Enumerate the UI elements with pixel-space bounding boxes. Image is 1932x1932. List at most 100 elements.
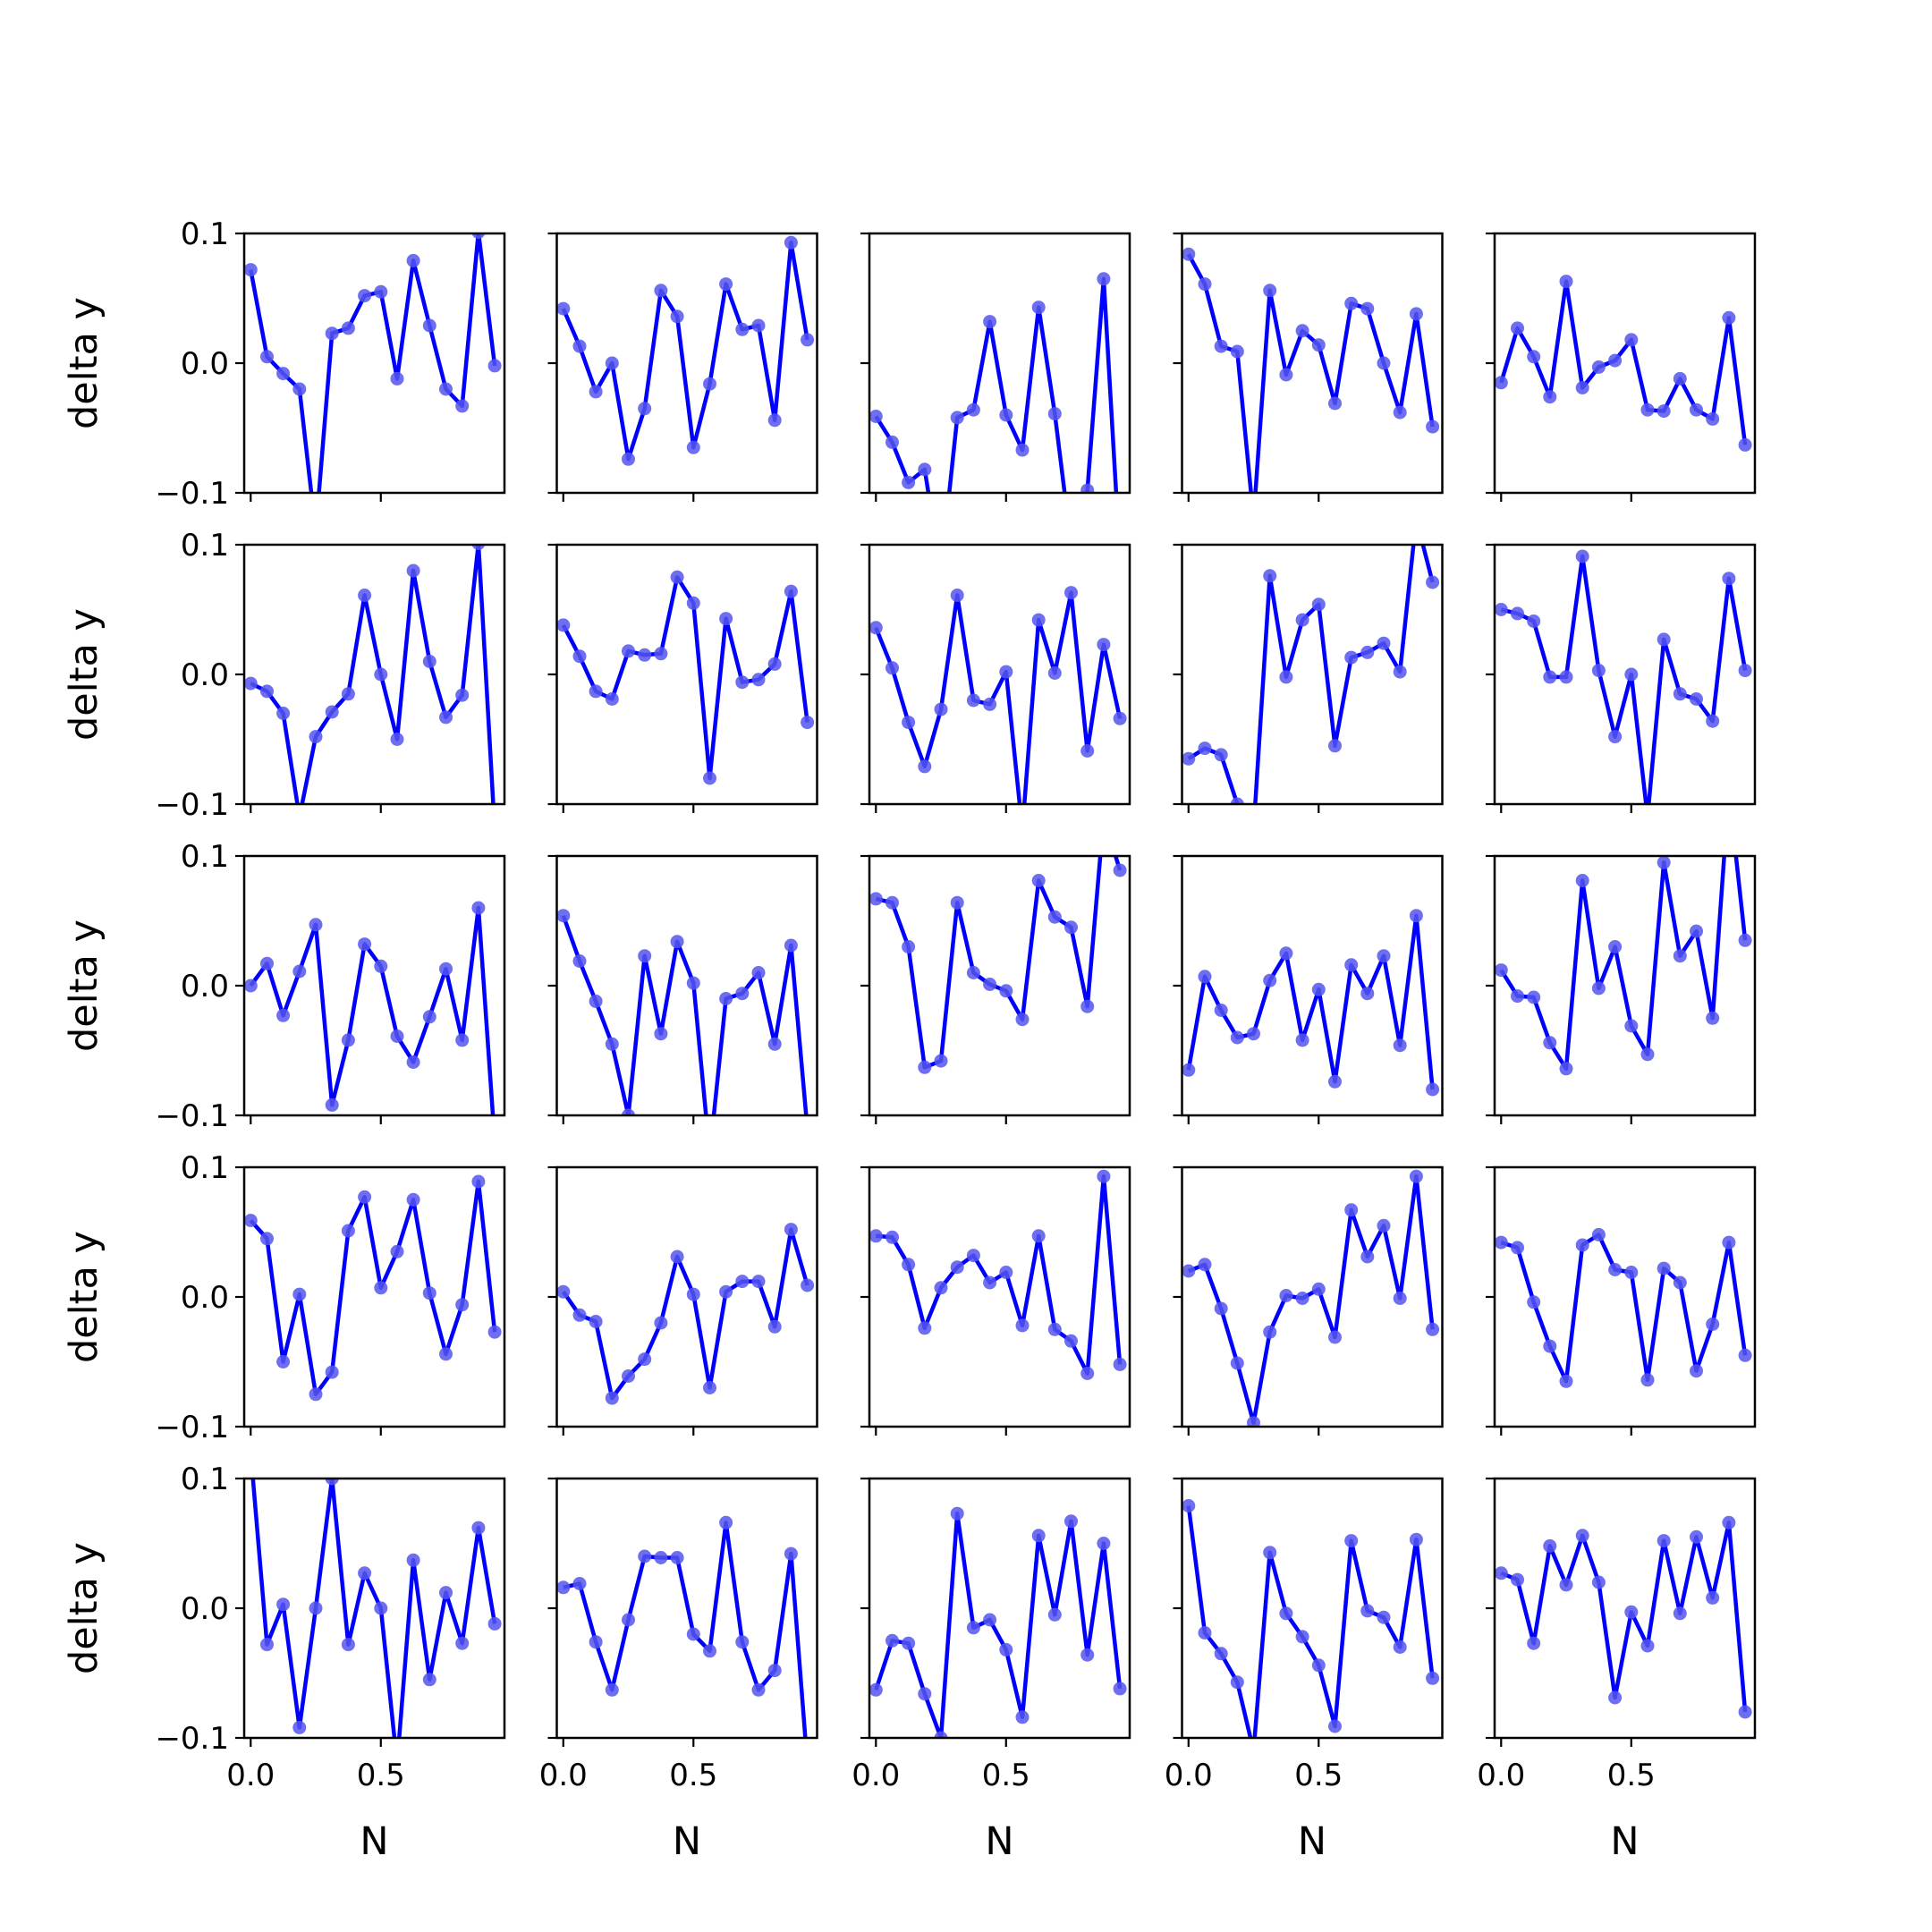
data-point [735, 322, 750, 336]
data-point [1608, 353, 1623, 368]
data-point [556, 618, 571, 632]
data-point [390, 1244, 404, 1258]
data-point [309, 1387, 323, 1402]
x-tick-label: 0.5 [357, 1758, 405, 1793]
data-point [341, 1033, 355, 1047]
data-point [1591, 981, 1606, 996]
y-axis-label: delta y [62, 608, 106, 741]
data-point [670, 1250, 684, 1264]
data-point [1360, 645, 1375, 659]
x-tick-label: 0.0 [852, 1758, 900, 1793]
data-point [869, 1229, 883, 1243]
data-point [244, 676, 258, 691]
data-point [487, 1616, 502, 1631]
data-point [902, 716, 916, 730]
data-point [1279, 368, 1293, 382]
data-point [572, 1577, 587, 1590]
data-point [1113, 1682, 1127, 1696]
data-point [309, 918, 323, 932]
data-point [1426, 1082, 1440, 1097]
y-tick-label: 0.0 [181, 1591, 229, 1627]
series-line [1187, 545, 1435, 804]
data-point [1328, 1719, 1342, 1733]
data-point [1738, 1705, 1752, 1719]
y-axis-label: delta y [62, 919, 106, 1052]
data-point [471, 901, 486, 915]
data-point [374, 959, 388, 973]
data-point [719, 277, 733, 292]
data-point [605, 692, 619, 706]
data-point [276, 707, 291, 720]
series-line [561, 575, 809, 781]
data-point [1080, 744, 1095, 758]
data-point [1263, 1546, 1277, 1560]
data-point [1409, 307, 1423, 321]
data-point [934, 1281, 948, 1295]
x-axis-label: N [673, 1819, 701, 1864]
data-point [1426, 575, 1440, 589]
data-point [1426, 1322, 1440, 1336]
data-point [1559, 1062, 1573, 1076]
data-point [1393, 1292, 1407, 1305]
data-point [950, 895, 964, 910]
data-point [406, 1192, 420, 1207]
data-point [1080, 483, 1095, 493]
data-point [406, 1055, 420, 1069]
data-point [325, 1097, 339, 1112]
series-group [556, 909, 809, 1115]
data-point [1706, 714, 1720, 728]
data-point [1738, 1348, 1752, 1362]
data-point [1559, 1578, 1573, 1592]
data-point [455, 399, 470, 413]
data-point [556, 1284, 571, 1299]
x-tick-label: 0.0 [539, 1758, 588, 1793]
data-point [735, 987, 750, 1001]
series-line [875, 856, 1123, 1070]
data-point [767, 1037, 782, 1051]
subplot-r3-c0: −0.1 0.0 0.1 delta y [62, 1150, 506, 1445]
data-point [1295, 1292, 1309, 1305]
data-point [999, 984, 1013, 998]
data-point [983, 1275, 997, 1290]
data-point [1527, 350, 1541, 364]
data-point [686, 596, 700, 610]
data-point [1690, 1530, 1703, 1544]
series-line [874, 1511, 1123, 1738]
data-point [703, 1644, 716, 1658]
data-point [670, 570, 684, 584]
data-point [869, 410, 883, 423]
subplot-r2-c2 [860, 854, 1131, 1124]
data-point [1608, 1690, 1623, 1705]
x-tick-label: 0.0 [1165, 1758, 1213, 1793]
data-point [1311, 597, 1326, 612]
data-point [1624, 667, 1639, 682]
data-point [422, 1286, 436, 1301]
data-point [1673, 687, 1687, 701]
data-point [1495, 963, 1508, 978]
series-group [244, 545, 496, 804]
data-point [1295, 1033, 1309, 1047]
data-point [751, 673, 766, 687]
data-point [1360, 1604, 1375, 1618]
data-point [1543, 1036, 1557, 1050]
data-point [390, 371, 404, 386]
data-point [439, 962, 453, 976]
y-tick-label: 0.1 [181, 216, 229, 252]
data-point [902, 1636, 916, 1650]
data-point [244, 263, 258, 277]
data-point [1706, 411, 1720, 426]
data-point [918, 759, 932, 774]
data-point [1214, 1004, 1228, 1017]
subplot-r0-c3 [1173, 232, 1444, 502]
data-point [1559, 1374, 1573, 1388]
data-point [1393, 405, 1407, 419]
data-point [1230, 344, 1244, 359]
series-line [874, 590, 1123, 804]
data-point [325, 1365, 339, 1379]
data-point [751, 966, 766, 979]
data-point [1047, 1607, 1062, 1622]
data-point [1360, 987, 1375, 1001]
data-point [1393, 1038, 1407, 1053]
data-point [1031, 613, 1046, 627]
data-point [556, 1580, 571, 1595]
